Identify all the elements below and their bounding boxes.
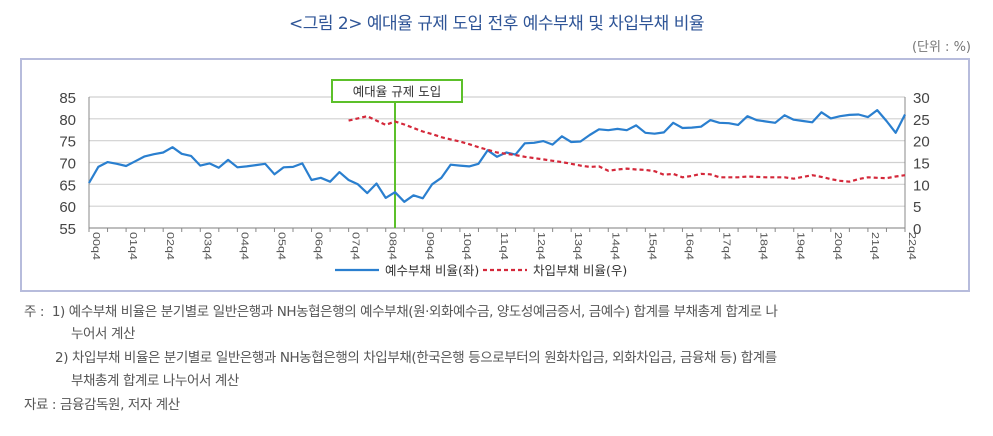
x-tick-label: 06q4 — [313, 232, 324, 261]
x-tick-label: 02q4 — [164, 232, 175, 261]
left-tick-label: 55 — [59, 221, 76, 238]
right-tick-label: 25 — [913, 112, 930, 129]
right-tick-label: 5 — [913, 199, 921, 216]
note-1: 주 : 1) 예수부채 비율은 분기별로 일반은행과 NH농협은행의 예수부채(… — [24, 300, 778, 320]
right-tick-label: 20 — [913, 134, 930, 151]
series-line-2 — [348, 115, 906, 183]
figure-title: <그림 2> 예대율 규제 도입 전후 예수부채 및 차입부채 비율 — [288, 14, 705, 34]
x-tick-label: 07q4 — [350, 232, 361, 261]
note-1-cont: 누어서 계산 — [71, 326, 135, 342]
x-tick-label: 15q4 — [646, 232, 657, 261]
x-tick-label: 13q4 — [572, 232, 583, 261]
x-tick-label: 14q4 — [609, 232, 620, 261]
left-tick-label: 85 — [59, 90, 76, 107]
x-tick-label: 17q4 — [721, 232, 732, 261]
x-tick-label: 05q4 — [275, 232, 286, 261]
chart-frame — [20, 58, 970, 292]
x-tick-label: 18q4 — [758, 232, 769, 261]
x-tick-label: 10q4 — [461, 232, 472, 261]
right-tick-label: 30 — [913, 90, 930, 107]
left-tick-label: 65 — [59, 177, 76, 194]
note-1-line-1: 1) 예수부채 비율은 분기별로 일반은행과 NH농협은행의 예수부채(원·외화… — [51, 304, 778, 320]
left-tick-label: 75 — [59, 134, 76, 151]
legend-label: 차입부채 비율(우) — [533, 263, 627, 278]
x-tick-label: 20q4 — [832, 232, 843, 261]
x-tick-label: 19q4 — [795, 232, 806, 261]
x-tick-label: 00q4 — [90, 232, 101, 261]
note-2-cont: 부채총계 합계로 나누어서 계산 — [71, 373, 239, 389]
x-tick-label: 22q4 — [906, 232, 917, 261]
series-line-1 — [88, 109, 906, 203]
note-prefix: 주 : — [24, 304, 45, 320]
right-tick-label: 15 — [913, 156, 930, 173]
x-tick-label: 09q4 — [424, 232, 435, 261]
note-2: 2) 차입부채 비율은 분기별로 일반은행과 NH농협은행의 차입부채(한국은행… — [55, 350, 777, 366]
x-tick-label: 21q4 — [869, 232, 880, 261]
x-tick-label: 08q4 — [387, 232, 398, 261]
unit-label: (단위 : %) — [911, 40, 971, 55]
annotation-label: 예대율 규제 도입 — [353, 84, 441, 99]
line-chart: 55 60 65 70 75 80 85 0 5 10 15 20 25 30 00q4 01q4 02q4 03… — [59, 79, 930, 278]
source: 자료 : 금융감독원, 저자 계산 — [24, 397, 180, 413]
annotation-box — [331, 79, 463, 103]
left-tick-label: 80 — [59, 112, 76, 129]
left-tick-label: 60 — [59, 199, 76, 216]
x-tick-label: 16q4 — [683, 232, 694, 261]
x-tick-label: 01q4 — [127, 232, 138, 261]
right-tick-label: 0 — [913, 221, 921, 238]
left-tick-label: 70 — [59, 156, 76, 173]
legend-label: 예수부채 비율(좌) — [385, 263, 479, 278]
x-tick-label: 03q4 — [201, 232, 212, 261]
right-tick-label: 10 — [913, 177, 930, 194]
x-tick-label: 12q4 — [535, 232, 546, 261]
x-tick-label: 11q4 — [498, 232, 509, 261]
x-tick-label: 04q4 — [238, 232, 249, 261]
